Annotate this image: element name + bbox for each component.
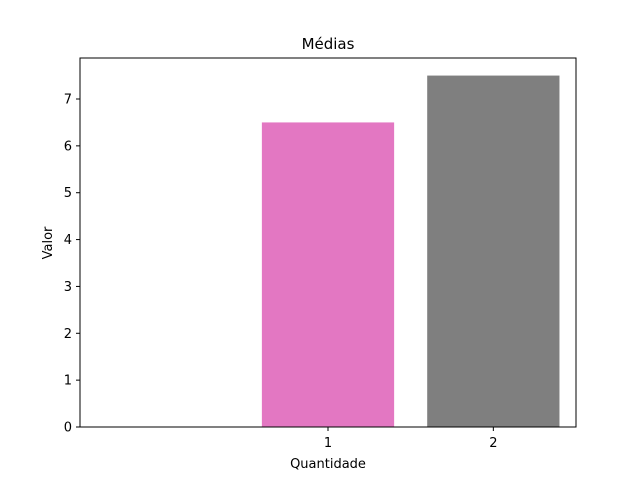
y-tick-label: 4 bbox=[64, 233, 72, 248]
y-tick-label: 7 bbox=[64, 93, 72, 108]
y-tick-label: 1 bbox=[64, 374, 72, 389]
y-tick-label: 3 bbox=[64, 280, 72, 295]
bars bbox=[261, 75, 560, 428]
y-tick-label: 5 bbox=[64, 186, 72, 201]
x-tick-label: 1 bbox=[324, 436, 332, 451]
bar-1 bbox=[261, 122, 395, 427]
plot-frame bbox=[79, 57, 577, 428]
y-tick-label: 2 bbox=[64, 327, 72, 342]
x-axis-label: Quantidade bbox=[290, 457, 366, 472]
bar-2 bbox=[427, 75, 560, 428]
x-tick-label: 2 bbox=[489, 436, 497, 451]
y-axis-label: Valor bbox=[41, 226, 56, 259]
chart-title: Médias bbox=[302, 35, 355, 53]
y-tick-label: 0 bbox=[64, 421, 72, 436]
y-axis-ticks: 0 1 2 3 4 5 6 7 bbox=[64, 93, 80, 436]
y-tick-label: 6 bbox=[64, 139, 72, 154]
